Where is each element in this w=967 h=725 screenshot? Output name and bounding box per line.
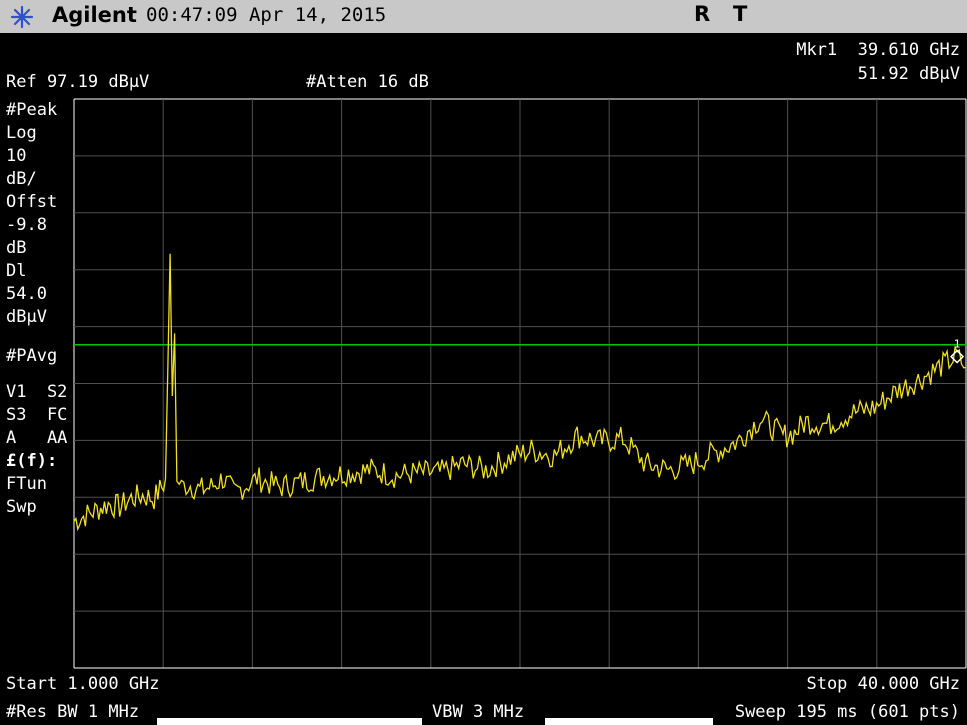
flag-r: R	[694, 2, 711, 26]
title-bar: Agilent 00:47:09 Apr 14, 2015 R T	[0, 0, 967, 33]
marker-amplitude: 51.92 dBµV	[857, 64, 960, 84]
attenuation: #Atten 16 dB	[306, 72, 429, 92]
timestamp: 00:47:09 Apr 14, 2015	[146, 4, 387, 26]
marker-label: Mkr1	[796, 40, 838, 60]
scale-value: 10	[6, 146, 27, 166]
display-line-label: Dl	[6, 261, 27, 281]
sweep-time: Sweep 195 ms (601 pts)	[734, 702, 960, 722]
status-ftun: FTun	[6, 474, 47, 494]
marker-frequency-readout: Mkr1 39.610 GHz	[760, 41, 960, 59]
stop-frequency: Stop 40.000 GHz	[806, 674, 960, 694]
brand-name: Agilent	[52, 3, 137, 27]
flag-t: T	[733, 2, 748, 26]
scale-unit: dB/	[6, 169, 37, 189]
detector-label: #Peak	[6, 100, 58, 120]
status-v1-s2: V1 S2	[6, 382, 68, 402]
average-mode: #PAvg	[6, 346, 58, 366]
spectrum-trace	[73, 253, 967, 532]
scale-type: Log	[6, 123, 37, 143]
footer-separator-left	[157, 718, 422, 725]
status-swp: Swp	[6, 497, 37, 517]
offset-value: -9.8	[6, 215, 47, 235]
status-s3-fc: S3 FC	[6, 405, 68, 425]
video-bandwidth: VBW 3 MHz	[432, 702, 525, 722]
status-ff: £(f):	[6, 451, 58, 471]
footer-separator-right	[545, 718, 713, 725]
display-line-unit: dBµV	[6, 307, 47, 327]
ref-level: Ref 97.19 dBµV	[6, 72, 150, 92]
status-a-aa: A AA	[6, 428, 68, 448]
marker-frequency: 39.610 GHz	[857, 40, 960, 60]
start-frequency: Start 1.000 GHz	[6, 674, 160, 694]
offset-label: Offst	[6, 192, 58, 212]
offset-unit: dB	[6, 238, 27, 258]
marker-number: 1	[954, 338, 961, 351]
agilent-logo-icon	[10, 5, 34, 29]
resolution-bandwidth: #Res BW 1 MHz	[6, 702, 140, 722]
marker-diamond-icon	[950, 349, 965, 364]
annotation-sidebar: #Peak Log 10 dB/ Offst -9.8 dB Dl 54.0 d…	[6, 99, 72, 519]
display-line-value: 54.0	[6, 284, 47, 304]
